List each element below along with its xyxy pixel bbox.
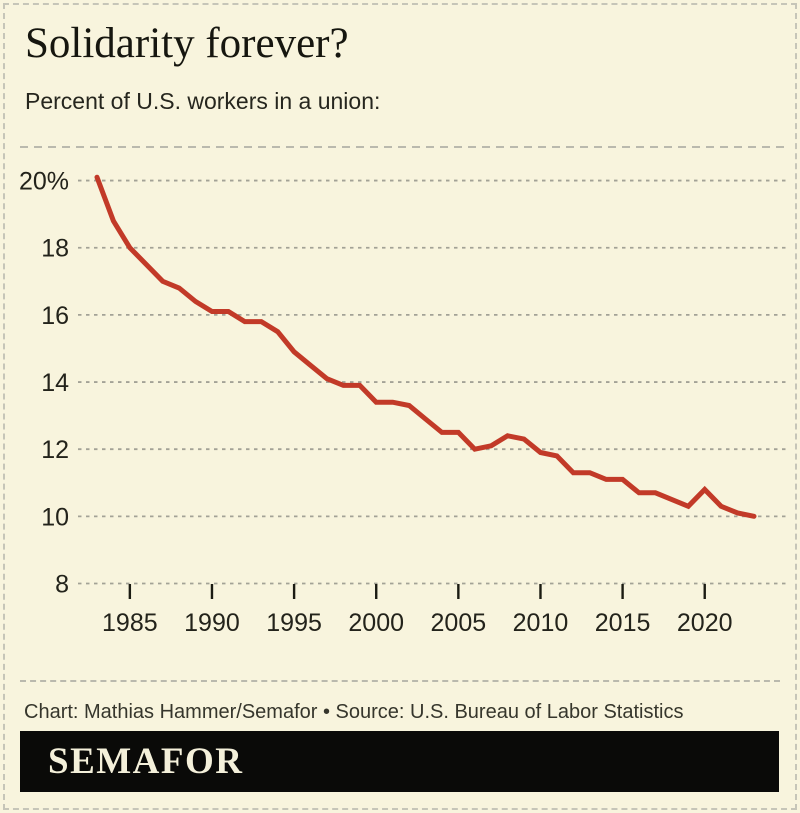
- y-axis-label-18: 18: [41, 235, 69, 263]
- x-axis-label-2000: 2000: [348, 609, 404, 637]
- x-axis-label-2020: 2020: [677, 609, 733, 637]
- chart-title: Solidarity forever?: [25, 20, 349, 67]
- semafor-wordmark: SEMAFOR: [48, 741, 244, 782]
- y-axis-label-14: 14: [41, 369, 69, 397]
- y-axis-label-16: 16: [41, 302, 69, 330]
- y-axis-label-12: 12: [41, 436, 69, 464]
- chart-credit: Chart: Mathias Hammer/Semafor • Source: …: [24, 701, 684, 723]
- x-axis-label-1995: 1995: [266, 609, 322, 637]
- x-axis-label-2005: 2005: [431, 609, 487, 637]
- union-membership-line-chart: 20% 18 16 14 12 10 8 1985 1990 1995 2000 2005 2010 20…: [19, 146, 790, 637]
- y-axis-label-10: 10: [41, 503, 69, 531]
- x-axis-label-1990: 1990: [184, 609, 240, 637]
- y-axis-label-8: 8: [55, 571, 69, 599]
- footer-divider: [20, 680, 780, 682]
- x-axis-label-2010: 2010: [513, 609, 569, 637]
- y-axis-label-20: 20%: [19, 168, 69, 196]
- chart-subtitle: Percent of U.S. workers in a union:: [25, 88, 381, 114]
- x-axis-label-1985: 1985: [102, 609, 158, 637]
- semafor-logo-bar: SEMAFOR: [20, 731, 779, 792]
- x-axis-label-2015: 2015: [595, 609, 651, 637]
- union-membership-data-line: [94, 174, 757, 519]
